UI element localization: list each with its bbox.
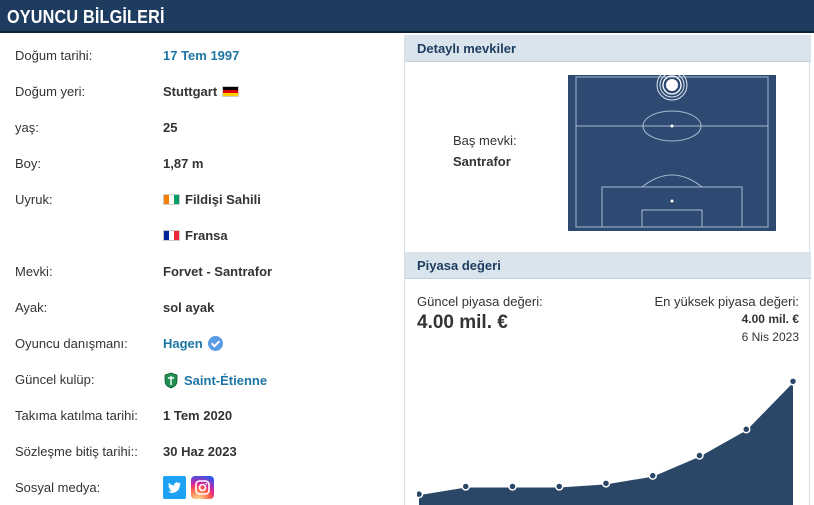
positions-header: Detaylı mevkiler [405, 35, 811, 62]
position-value: Forvet - Santrafor [163, 264, 273, 279]
info-row-nationality-2: Fransa [0, 219, 397, 255]
club-label: Güncel kulüp: [15, 372, 95, 387]
info-row-height: Boy: 1,87 m [0, 147, 397, 183]
chart-area [419, 381, 793, 505]
highest-value: 4.00 mil. € [741, 312, 799, 326]
chart-point[interactable] [742, 425, 751, 434]
agent-value[interactable]: Hagen [163, 336, 223, 351]
player-info: Doğum tarihi: 17 Tem 1997 Doğum yeri: St… [0, 35, 397, 505]
instagram-icon[interactable] [191, 476, 214, 499]
birthplace-value: Stuttgart [163, 84, 240, 99]
height-label: Boy: [15, 156, 42, 171]
germany-flag-icon [222, 86, 240, 97]
info-row-club: Güncel kulüp: Saint-Étienne [0, 363, 397, 399]
nationality-label: Uyruk: [15, 192, 53, 207]
position-label: Mevki: [15, 264, 53, 279]
chart-point[interactable] [461, 482, 470, 491]
info-row-position: Mevki: Forvet - Santrafor [0, 255, 397, 291]
joined-value: 1 Tem 2020 [163, 408, 233, 423]
current-value: 4.00 mil. € [417, 312, 508, 333]
info-row-birthplace: Doğum yeri: Stuttgart [0, 75, 397, 111]
chart-point[interactable] [508, 482, 517, 491]
main-position-label: Baş mevki: [453, 133, 517, 148]
nationality-text-1: Fildişi Sahili [185, 192, 261, 207]
birthdate-link[interactable]: 17 Tem 1997 [163, 48, 240, 63]
info-row-contract: Sözleşme bitiş tarihi:: 30 Haz 2023 [0, 435, 397, 471]
twitter-icon[interactable] [163, 476, 186, 499]
foot-value: sol ayak [163, 300, 215, 315]
social-links [163, 476, 214, 499]
agent-link[interactable]: Hagen [163, 336, 203, 351]
birthdate-label: Doğum tarihi: [15, 48, 93, 63]
joined-label: Takıma katılma tarihi: [15, 408, 138, 423]
info-row-social: Sosyal medya: [0, 471, 397, 505]
info-row-nationality: Uyruk: Fildişi Sahili [0, 183, 397, 219]
ivory-coast-flag-icon [163, 194, 180, 205]
info-row-age: yaş: 25 [0, 111, 397, 147]
birthplace-text: Stuttgart [163, 84, 218, 99]
france-flag-icon [163, 230, 180, 241]
club-link[interactable]: Saint-Étienne [184, 373, 268, 388]
market-value-title: Piyasa değeri [417, 258, 501, 273]
agent-label: Oyuncu danışmanı: [15, 336, 128, 351]
highest-value-label: En yüksek piyasa değeri: [654, 294, 799, 309]
verified-check-icon [207, 336, 223, 351]
position-marker [656, 75, 688, 101]
positions-title: Detaylı mevkiler [417, 41, 517, 56]
chart-point[interactable] [601, 479, 611, 488]
nationality-value-2: Fransa [163, 228, 228, 243]
chart-point[interactable] [555, 482, 564, 491]
chart-point[interactable] [695, 451, 704, 460]
info-row-birthdate: Doğum tarihi: 17 Tem 1997 [0, 39, 397, 75]
info-row-joined: Takıma katılma tarihi: 1 Tem 2020 [0, 399, 397, 435]
social-label: Sosyal medya: [15, 480, 101, 495]
height-value: 1,87 m [163, 156, 204, 171]
birthplace-label: Doğum yeri: [15, 84, 86, 99]
chart-point[interactable] [417, 489, 424, 499]
foot-label: Ayak: [15, 300, 48, 315]
right-panel: Detaylı mevkiler Baş mevki: Santrafor Pi… [404, 35, 811, 505]
contract-value: 30 Haz 2023 [163, 444, 237, 459]
chart-point[interactable] [648, 471, 657, 480]
market-value-chart[interactable] [417, 365, 801, 505]
nationality-text-2: Fransa [185, 228, 228, 243]
market-value-header: Piyasa değeri [405, 252, 811, 279]
age-value: 25 [163, 120, 178, 135]
section-title: OYUNCU BİLGİLERİ [7, 7, 165, 27]
nationality-value-1: Fildişi Sahili [163, 192, 261, 207]
club-crest-icon[interactable] [163, 372, 179, 389]
info-row-agent: Oyuncu danışmanı: Hagen [0, 327, 397, 363]
highest-value-date: 6 Nis 2023 [741, 330, 799, 344]
club-value[interactable]: Saint-Étienne [163, 372, 267, 389]
age-label: yaş: [15, 120, 39, 135]
main-position-value: Santrafor [453, 154, 511, 169]
info-row-foot: Ayak: sol ayak [0, 291, 397, 327]
pitch-diagram [568, 75, 776, 231]
contract-label: Sözleşme bitiş tarihi:: [15, 444, 138, 459]
section-header: OYUNCU BİLGİLERİ [0, 0, 814, 33]
chart-point[interactable] [788, 377, 798, 386]
current-value-label: Güncel piyasa değeri: [417, 294, 543, 309]
